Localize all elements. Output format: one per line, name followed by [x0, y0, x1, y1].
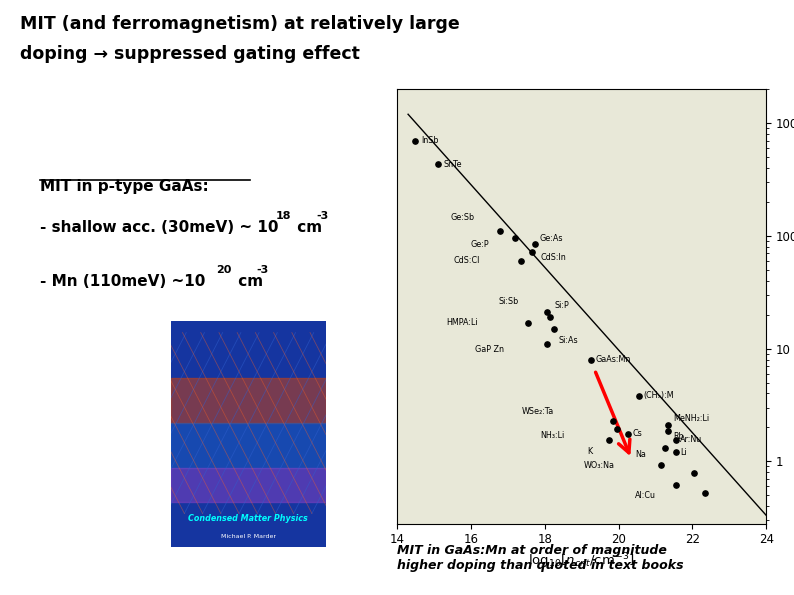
Text: Michael P. Marder: Michael P. Marder: [221, 534, 276, 538]
Text: WO₃:Na: WO₃:Na: [584, 461, 615, 470]
Text: Si:As: Si:As: [558, 336, 578, 345]
Text: GaP Zn: GaP Zn: [475, 345, 504, 354]
Bar: [171, 378, 326, 423]
Text: GaAs:Mn: GaAs:Mn: [596, 355, 630, 364]
Text: Si:P: Si:P: [555, 302, 569, 311]
Text: -3: -3: [256, 265, 268, 275]
Text: Al:Cu: Al:Cu: [634, 491, 656, 500]
Text: NH₃:Li: NH₃:Li: [541, 431, 565, 440]
Text: Ge:Sb: Ge:Sb: [450, 213, 475, 222]
Text: cm: cm: [233, 274, 263, 289]
Text: 18: 18: [276, 211, 291, 221]
Text: SnTe: SnTe: [443, 160, 461, 169]
Text: Condensed Matter Physics: Condensed Matter Physics: [188, 513, 308, 522]
Text: MeNH₂:Li: MeNH₂:Li: [673, 414, 709, 422]
Text: MIT (and ferromagnetism) at relatively large: MIT (and ferromagnetism) at relatively l…: [20, 15, 460, 33]
Text: InSb: InSb: [421, 136, 438, 145]
Text: Rb: Rb: [673, 433, 684, 441]
Text: Ge:As: Ge:As: [540, 234, 564, 243]
Text: MIT in GaAs:Mn at order of magnitude
higher doping than quoted in text books: MIT in GaAs:Mn at order of magnitude hig…: [397, 544, 684, 572]
Text: MIT in p-type GaAs:: MIT in p-type GaAs:: [40, 178, 209, 193]
Text: CdS:Cl: CdS:Cl: [453, 256, 480, 265]
Text: WSe₂:Ta: WSe₂:Ta: [522, 407, 554, 416]
Text: Ge:P: Ge:P: [471, 240, 489, 249]
Text: Ar:Nu: Ar:Nu: [680, 436, 703, 444]
Text: - shallow acc. (30meV) ~ 10: - shallow acc. (30meV) ~ 10: [40, 220, 278, 235]
Bar: [171, 468, 326, 502]
Text: (CHₓ):M: (CHₓ):M: [643, 392, 674, 400]
Text: Si:Sb: Si:Sb: [499, 296, 518, 305]
Text: Li: Li: [680, 448, 687, 457]
Bar: [171, 423, 326, 468]
Text: 20: 20: [216, 265, 231, 275]
Text: doping → suppressed gating effect: doping → suppressed gating effect: [20, 45, 360, 62]
Text: Na: Na: [635, 450, 646, 459]
X-axis label: log$_{10}$[$n_{crit}$/cm$^{-3}$]: log$_{10}$[$n_{crit}$/cm$^{-3}$]: [528, 552, 635, 571]
Text: - Mn (110meV) ~10: - Mn (110meV) ~10: [40, 274, 205, 289]
Text: CdS:In: CdS:In: [541, 253, 567, 262]
Text: K: K: [588, 447, 592, 456]
Text: -3: -3: [316, 211, 328, 221]
Text: Cs: Cs: [632, 430, 642, 439]
Text: HMPA:Li: HMPA:Li: [446, 318, 478, 327]
Text: cm: cm: [292, 220, 322, 235]
